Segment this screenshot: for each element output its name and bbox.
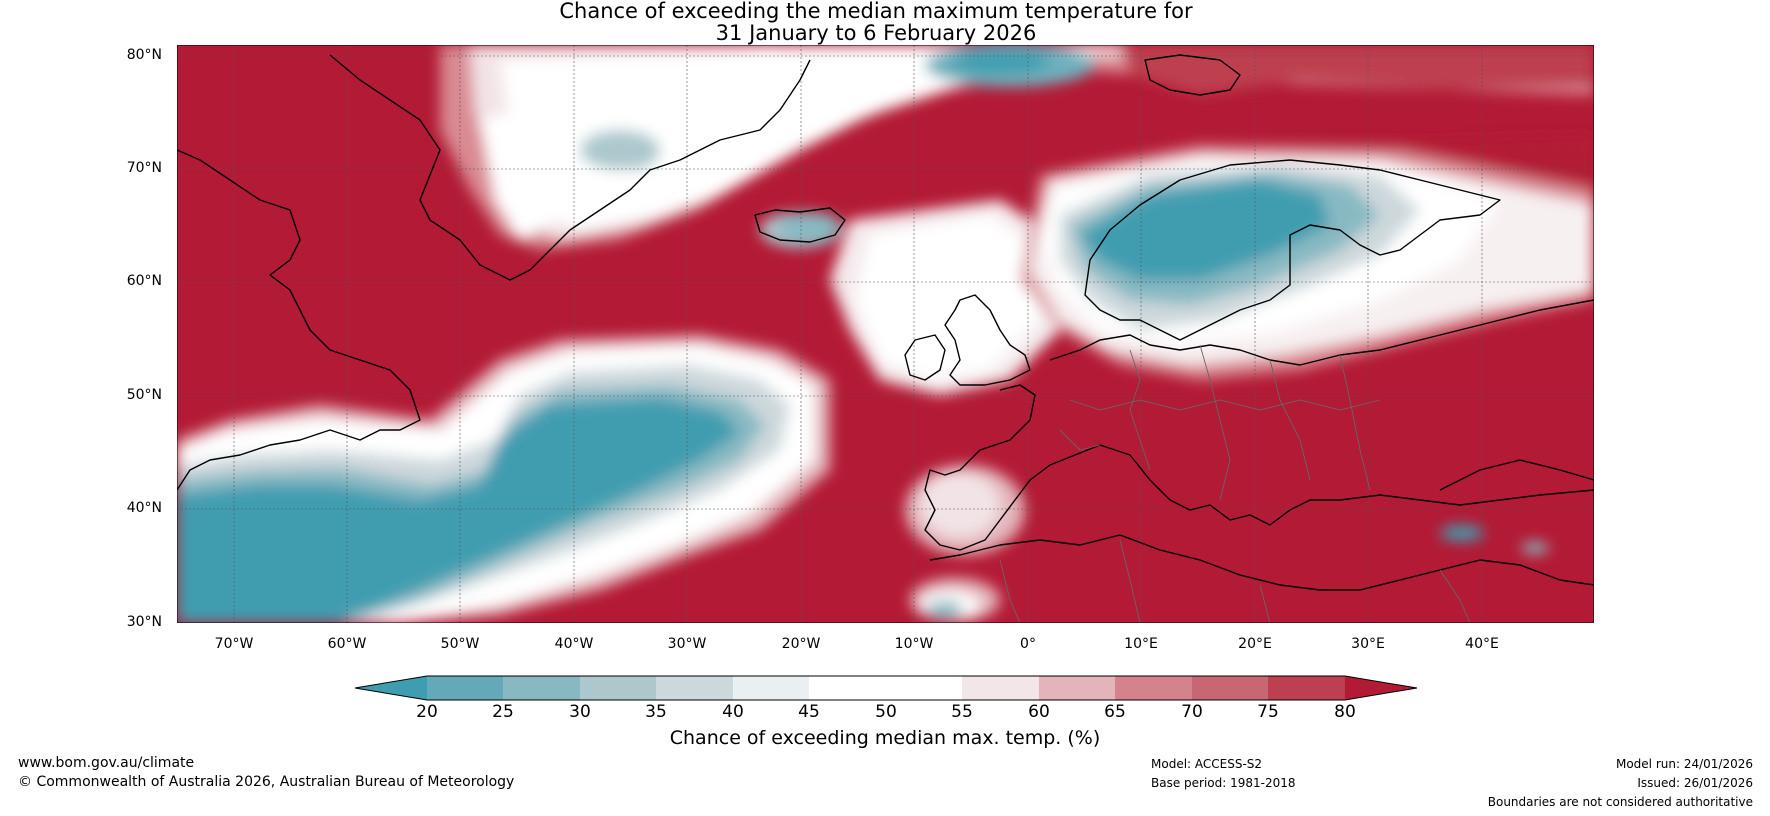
- mediterranean-north-coast: [924, 384, 1594, 551]
- colorbar-tick-70: 70: [1181, 702, 1203, 722]
- great-britain-coast: [944, 294, 1031, 386]
- lon-label-30w: 30°W: [667, 636, 707, 652]
- colorbar-segment-70-75: [1192, 676, 1268, 700]
- colorbar-segment-40-45: [733, 676, 809, 700]
- model-run-text: Model run: 24/01/2026: [1615, 757, 1753, 771]
- colorbar-tick-30: 30: [569, 702, 591, 722]
- colorbar-segment-50-55: [886, 676, 962, 700]
- iceland-coast: [754, 207, 846, 243]
- base-period-text: Base period: 1981-2018: [1151, 776, 1296, 790]
- colorbar-segment-75-80: [1268, 676, 1345, 700]
- greenland-coast: [329, 54, 811, 281]
- lon-label-30e: 30°E: [1351, 636, 1385, 652]
- lon-label-0: 0°: [1020, 636, 1036, 652]
- graticule: [177, 45, 1594, 623]
- colorbar-segment-above-80: [1345, 676, 1417, 700]
- lat-label-60n: 60°N: [126, 273, 162, 289]
- lon-label-70w: 70°W: [214, 636, 254, 652]
- north-america-coast: [177, 149, 421, 491]
- north-africa-coast: [929, 534, 1594, 591]
- colorbar-segment-30-35: [580, 676, 656, 700]
- colorbar-tick-65: 65: [1104, 702, 1126, 722]
- model-text: Model: ACCESS-S2: [1151, 757, 1263, 771]
- colorbar-label: Chance of exceeding median max. temp. (%…: [669, 727, 1101, 749]
- lat-label-80n: 80°N: [126, 47, 162, 63]
- lon-label-10e: 10°E: [1124, 636, 1158, 652]
- colorbar-segment-60-65: [1039, 676, 1115, 700]
- colorbar-segment-35-40: [656, 676, 733, 700]
- scandinavia-coast: [1084, 159, 1501, 341]
- lon-label-20e: 20°E: [1238, 636, 1272, 652]
- lon-label-10w: 10°W: [894, 636, 934, 652]
- colorbar-tick-40: 40: [722, 702, 744, 722]
- copyright-text: © Commonwealth of Australia 2026, Austra…: [18, 774, 515, 790]
- colorbar-tick-80: 80: [1334, 702, 1356, 722]
- issued-text: Issued: 26/01/2026: [1637, 776, 1753, 790]
- colorbar-segment-45-50: [809, 676, 886, 700]
- lon-label-40e: 40°E: [1465, 636, 1499, 652]
- colorbar-tick-75: 75: [1257, 702, 1279, 722]
- ireland-coast: [904, 334, 946, 381]
- colorbar-tick-20: 20: [416, 702, 438, 722]
- map-title-line-2: 31 January to 6 February 2026: [715, 21, 1037, 45]
- lat-label-40n: 40°N: [126, 500, 162, 516]
- colorbar-segment-65-70: [1115, 676, 1192, 700]
- probability-field: [177, 45, 1594, 623]
- colorbar-tick-50: 50: [875, 702, 897, 722]
- colorbar-tick-60: 60: [1028, 702, 1050, 722]
- colorbar-outline: [354, 675, 1418, 701]
- black-sea-coast: [1439, 459, 1594, 491]
- lon-label-40w: 40°W: [554, 636, 594, 652]
- colorbar-tick-25: 25: [492, 702, 514, 722]
- lat-label-70n: 70°N: [126, 160, 162, 176]
- colorbar-segment-55-60: [962, 676, 1039, 700]
- lon-label-20w: 20°W: [781, 636, 821, 652]
- colorbar-segment-20-25: [427, 676, 503, 700]
- lon-label-60w: 60°W: [327, 636, 367, 652]
- colorbar-segment-25-30: [503, 676, 580, 700]
- colorbar-segment-below-20: [355, 676, 427, 700]
- boundaries-disclaimer: Boundaries are not considered authoritat…: [1487, 795, 1753, 809]
- colorbar-tick-35: 35: [645, 702, 667, 722]
- colorbar-tick-55: 55: [951, 702, 973, 722]
- lon-label-50w: 50°W: [440, 636, 480, 652]
- lat-label-50n: 50°N: [126, 387, 162, 403]
- website-link[interactable]: www.bom.gov.au/climate: [18, 755, 195, 771]
- lat-label-30n: 30°N: [126, 614, 162, 630]
- svalbard-coast: [1144, 54, 1241, 96]
- country-borders: [999, 344, 1471, 623]
- map-title-line-1: Chance of exceeding the median maximum t…: [559, 0, 1193, 23]
- colorbar-tick-45: 45: [798, 702, 820, 722]
- coastlines: [177, 54, 1594, 591]
